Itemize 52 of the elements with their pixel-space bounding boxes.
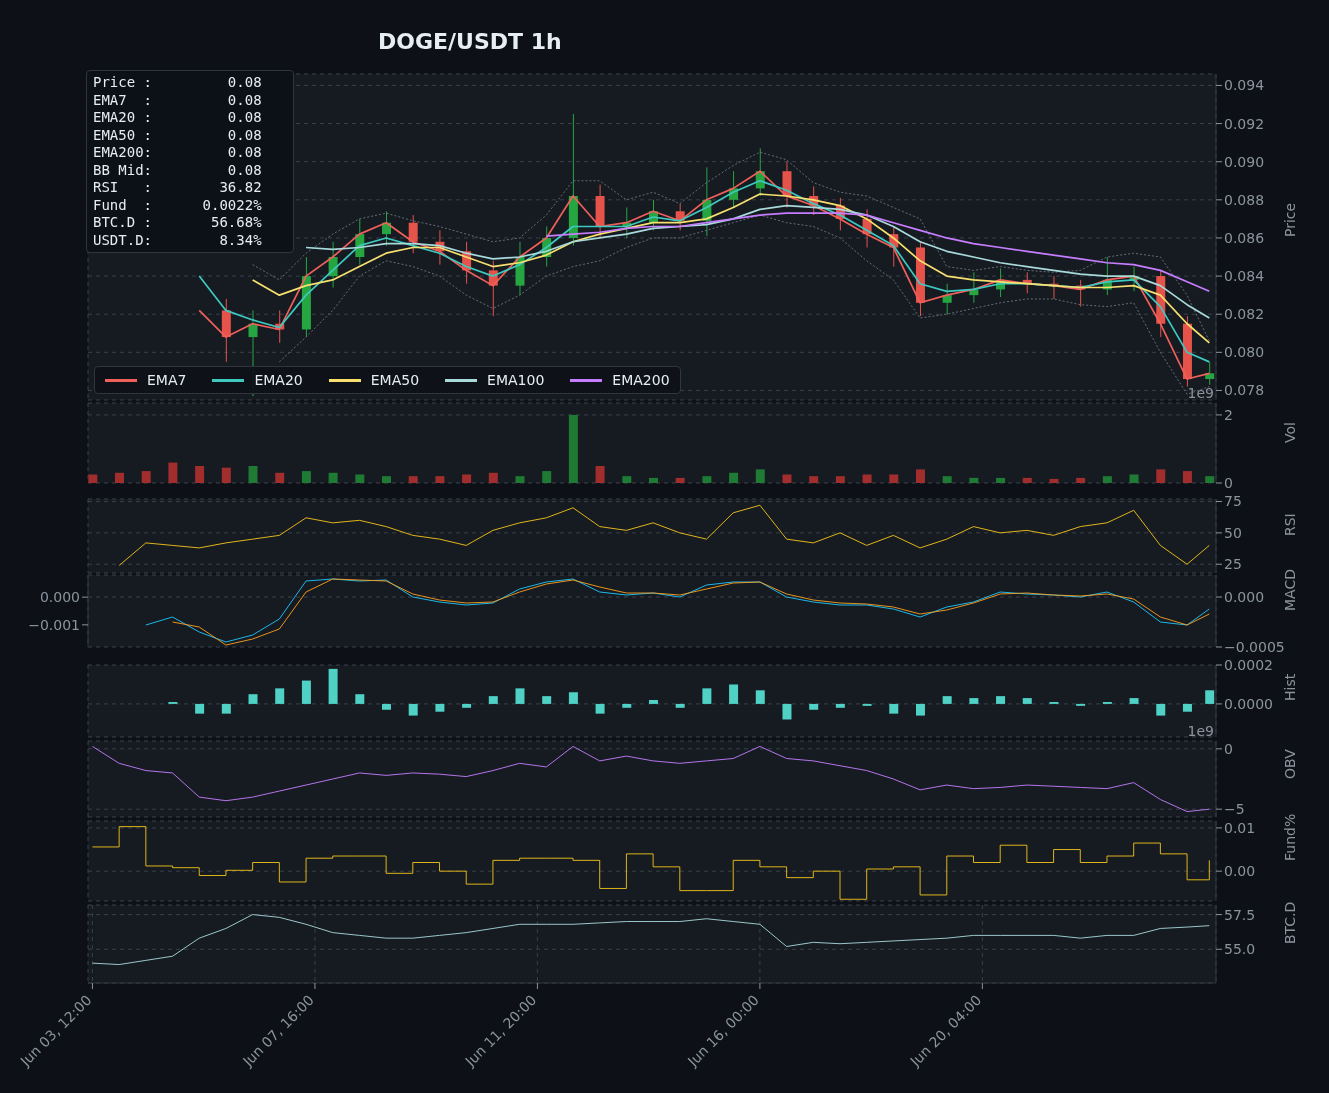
y-tick-label: 75 [1224,493,1242,510]
y-tick-label: 0 [1224,740,1233,757]
annotation: EMA20 : 0.08 [93,109,263,127]
legend-label: EMA7 [146,372,187,388]
annotation: RSI : 36.82 [93,179,263,197]
y-tick-label: 50 [1224,524,1242,541]
y-tick-label: 0.01 [1224,819,1256,836]
y-axis-title: Hist [1281,673,1298,701]
y-tick-label: 2 [1224,406,1233,423]
annotation: BB Mid: 0.08 [93,161,263,179]
y-tick-label: 0.090 [1224,153,1265,170]
annotation: EMA7 : 0.08 [93,91,263,109]
y-axis-title: Fund% [1281,813,1298,861]
y-axis-title: RSI [1281,513,1298,536]
annotation: EMA200: 0.08 [93,144,263,162]
y-axis-title: BTC.D [1281,901,1298,944]
y-tick-label: 0.000 [1224,588,1265,605]
legend-label: EMA100 [486,372,545,388]
y-tick-label: 0.088 [1224,191,1265,208]
y-tick-label: 0.084 [1224,268,1265,285]
annotation: Price : 0.08 [93,74,263,92]
y-tick-label: 0 [1224,474,1233,491]
y-tick-label: 0.092 [1224,115,1265,132]
y-tick-label: 0.086 [1224,229,1265,246]
y-axis-title: Vol [1281,422,1298,443]
y2-tick-label: 0.000 [39,589,80,606]
y-tick-label: 0.0000 [1224,695,1273,712]
y-tick-label: −0.0005 [1224,638,1285,655]
y-tick-label: 0.0002 [1224,656,1273,673]
y-axis-title: MACD [1281,569,1298,611]
annotation: Fund : 0.0022% [93,196,263,214]
y-tick-label: 0.080 [1224,344,1265,361]
y2-tick-label: −0.001 [28,616,80,633]
y-tick-label: 0.094 [1224,77,1265,94]
legend-label: EMA20 [253,372,303,388]
y-tick-label: 0.082 [1224,306,1265,323]
y-tick-label: 0.078 [1224,382,1265,399]
legend-label: EMA50 [369,372,420,388]
y-axis-title: OBV [1281,748,1298,779]
y-tick-label: 57.5 [1224,906,1256,923]
y-tick-label: 55.0 [1224,941,1256,958]
legend-label: EMA200 [611,372,670,388]
annotation: BTC.D : 56.68% [93,214,263,232]
annotation: 1e9 [1187,723,1214,739]
y-axis-title: Price [1281,202,1298,237]
annotation: EMA50 : 0.08 [93,126,263,144]
chart-title: DOGE/USDT 1h [378,28,562,54]
y-tick-label: −5 [1224,801,1245,818]
y-tick-label: 0.00 [1224,863,1256,880]
annotation: USDT.D: 8.34% [93,231,263,249]
annotation: 1e9 [1187,385,1214,401]
y-tick-label: 25 [1224,556,1242,573]
